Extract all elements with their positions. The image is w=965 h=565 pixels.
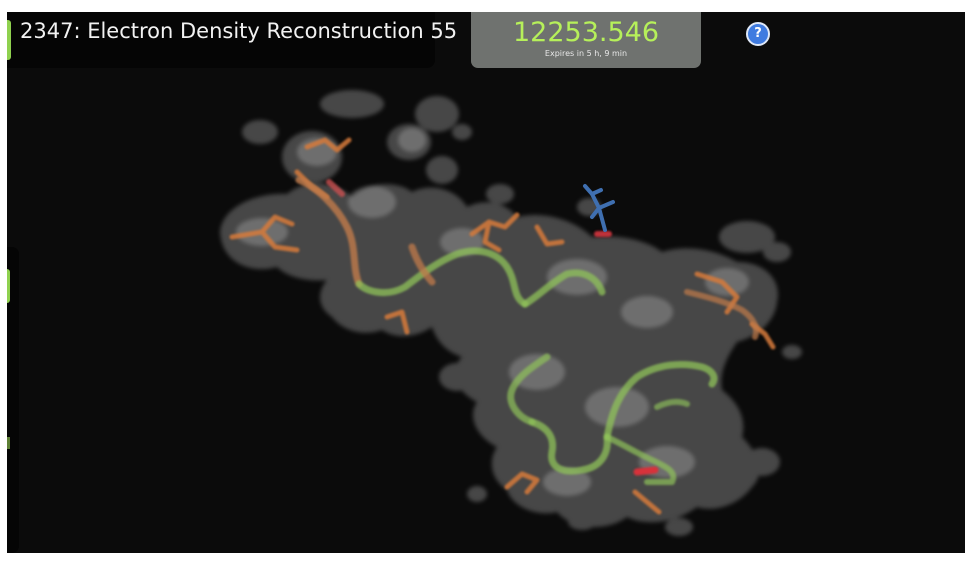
side-chain <box>384 309 410 335</box>
backbone-segment <box>295 176 363 288</box>
backbone-segment <box>654 398 690 410</box>
atom-highlights <box>326 179 659 476</box>
help-icon[interactable]: ? <box>746 22 770 46</box>
title-accent-bar <box>7 20 11 60</box>
backbone-segment <box>684 289 760 340</box>
electron-density-cloud <box>220 90 802 536</box>
score-value: 12253.546 <box>512 17 659 48</box>
protein-viewport[interactable] <box>7 12 965 553</box>
oxygen-atom <box>633 466 659 476</box>
backbone-segment <box>603 360 718 441</box>
backbone-segment <box>507 353 551 426</box>
backbone-segment <box>604 434 677 485</box>
side-toolbar[interactable] <box>7 247 19 553</box>
score-panel: 12253.546 Expires in 5 h, 9 min <box>471 12 701 68</box>
side-chain <box>469 212 520 237</box>
protein-backbone <box>295 176 760 485</box>
backbone-segment <box>521 269 606 308</box>
backbone-segment <box>355 247 529 308</box>
side-toolbar-indicator <box>7 437 10 449</box>
backbone-segment <box>408 243 436 286</box>
side-toolbar-accent <box>7 269 10 303</box>
game-stage: 2347: Electron Density Reconstruction 55… <box>7 12 965 553</box>
side-chain <box>632 489 662 515</box>
puzzle-title-panel: 2347: Electron Density Reconstruction 55 <box>7 12 457 68</box>
side-chain <box>534 224 565 247</box>
puzzle-title: 2347: Electron Density Reconstruction 55 <box>20 19 458 43</box>
oxygen-atom <box>326 179 345 197</box>
side-chain <box>482 219 502 253</box>
side-chain <box>229 214 295 240</box>
side-chains <box>229 137 776 515</box>
nitrogen-ligand <box>583 184 615 232</box>
side-chain <box>304 137 352 153</box>
expiry-text: Expires in 5 h, 9 min <box>544 49 628 58</box>
side-chain <box>504 471 540 495</box>
backbone-segment <box>528 418 611 475</box>
side-chain <box>259 229 300 253</box>
